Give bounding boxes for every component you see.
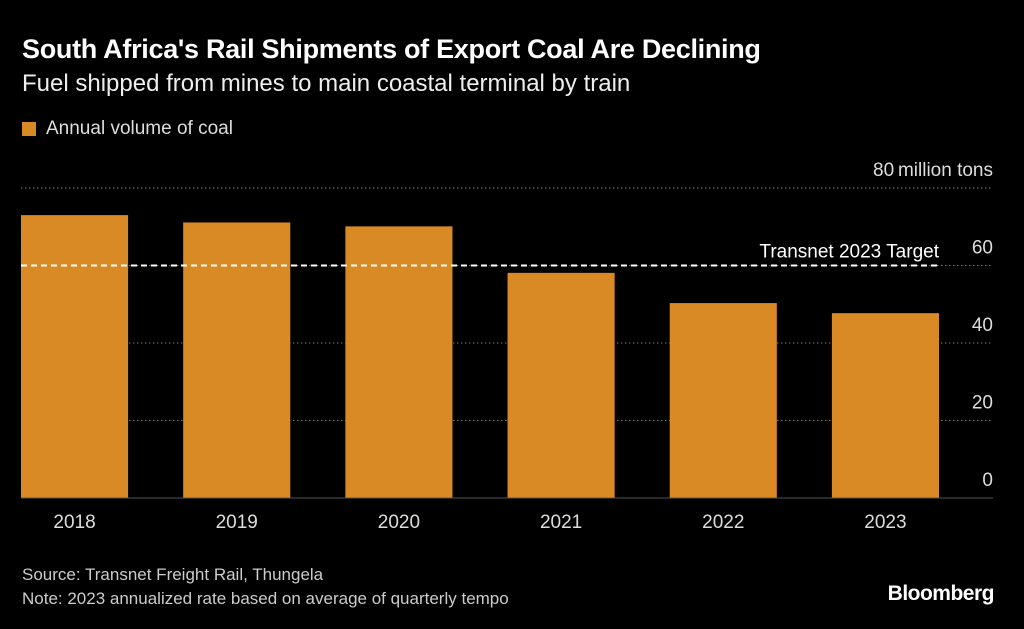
y-tick-label: 40 xyxy=(972,315,993,336)
x-tick-label: 2020 xyxy=(378,512,420,533)
x-tick-label: 2023 xyxy=(864,512,906,533)
legend-label: Annual volume of coal xyxy=(46,118,233,139)
bloomberg-logo: Bloomberg xyxy=(887,582,995,605)
y-tick-label: 0 xyxy=(982,470,993,491)
source-note: Source: Transnet Freight Rail, Thungela xyxy=(22,565,324,584)
x-tick-label: 2022 xyxy=(702,512,744,533)
bar-2020 xyxy=(345,226,453,499)
bar-2021 xyxy=(507,272,615,498)
bar-2022 xyxy=(669,303,777,498)
legend: Annual volume of coal xyxy=(22,118,233,140)
x-tick-label: 2019 xyxy=(216,512,258,533)
chart-subtitle: Fuel shipped from mines to main coastal … xyxy=(22,70,631,97)
x-tick-label: 2021 xyxy=(540,512,582,533)
x-tick-label: 2018 xyxy=(53,512,95,533)
footnote: Note: 2023 annualized rate based on aver… xyxy=(22,589,509,608)
bar-2019 xyxy=(183,222,291,499)
bar-2023 xyxy=(831,313,939,498)
y-tick-label: 60 xyxy=(972,238,993,259)
bar-2018 xyxy=(21,215,129,498)
legend-swatch xyxy=(22,122,36,136)
target-label: Transnet 2023 Target xyxy=(759,242,939,263)
chart-title: South Africa's Rail Shipments of Export … xyxy=(22,34,761,64)
y-tick-label: 80 million tons xyxy=(873,160,993,181)
y-tick-label: 20 xyxy=(972,393,993,414)
